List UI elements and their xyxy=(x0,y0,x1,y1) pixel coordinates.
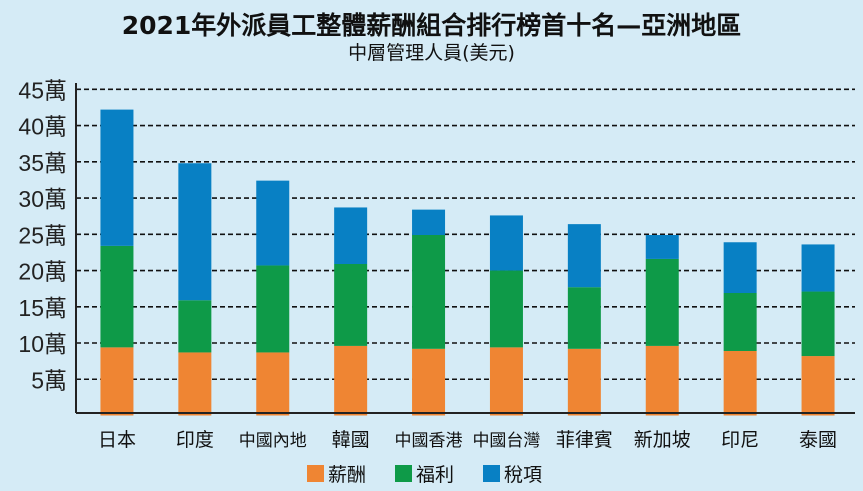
legend-swatch xyxy=(483,465,500,482)
bar-segment xyxy=(567,348,601,416)
bar-segment xyxy=(178,163,212,301)
legend-label: 稅項 xyxy=(504,464,542,486)
bar-segment xyxy=(723,350,757,416)
y-tick-label: 15萬 xyxy=(18,295,67,321)
y-tick-label: 20萬 xyxy=(18,259,67,285)
bar-segment xyxy=(489,215,523,271)
bar-segment xyxy=(567,224,601,288)
bar-segment xyxy=(412,209,446,236)
bar-segment xyxy=(334,207,368,264)
y-tick-label: 25萬 xyxy=(18,222,67,248)
x-tick-label: 印度 xyxy=(176,429,214,451)
bar-segment xyxy=(723,242,757,293)
legend-swatch xyxy=(395,465,412,482)
y-tick-label: 5萬 xyxy=(31,367,67,393)
bar-segment xyxy=(178,352,212,416)
bar-segment xyxy=(412,348,446,416)
bar-segment xyxy=(100,245,134,348)
legend-swatch xyxy=(307,465,324,482)
x-tick-label: 泰國 xyxy=(799,429,837,451)
bar-segment xyxy=(256,265,290,353)
bar-segment xyxy=(489,270,523,348)
bar-segment xyxy=(645,345,679,416)
bar-segment xyxy=(801,244,835,292)
y-tick-label: 30萬 xyxy=(18,186,67,212)
y-tick-label: 35萬 xyxy=(18,150,67,176)
bar-segment xyxy=(256,180,290,266)
x-tick-label: 日本 xyxy=(98,429,136,451)
bar-segment xyxy=(567,287,601,349)
bar-segment xyxy=(256,352,290,416)
bar-segment xyxy=(801,291,835,357)
x-tick-label: 韓國 xyxy=(332,429,370,451)
y-tick-label: 10萬 xyxy=(18,331,67,357)
bar-segment xyxy=(178,300,212,353)
legend-label: 福利 xyxy=(416,464,454,486)
bar-segment xyxy=(801,356,835,416)
y-tick-label: 40萬 xyxy=(18,114,67,140)
x-tick-label: 新加坡 xyxy=(634,429,691,451)
bar-segment xyxy=(645,258,679,346)
x-tick-label: 中國台灣 xyxy=(472,431,540,451)
x-tick-label: 菲律賓 xyxy=(556,429,613,451)
x-tick-label: 中國香港 xyxy=(395,431,463,451)
bar-segment xyxy=(100,109,134,246)
chart-title: 2021年外派員工整體薪酬組合排行榜首十名—亞洲地區 xyxy=(121,11,742,40)
y-tick-label: 45萬 xyxy=(18,77,67,103)
x-tick-label: 印尼 xyxy=(721,429,759,451)
chart-subtitle: 中層管理人員(美元) xyxy=(348,42,515,64)
bar-segment xyxy=(100,347,134,416)
legend-label: 薪酬 xyxy=(328,464,366,486)
bar-segment xyxy=(645,235,679,259)
bar-segment xyxy=(723,292,757,351)
bar-segment xyxy=(412,235,446,349)
x-tick-label: 中國內地 xyxy=(239,431,307,451)
bar-segment xyxy=(334,263,368,346)
bar-segment xyxy=(334,345,368,416)
bar-segment xyxy=(489,347,523,416)
